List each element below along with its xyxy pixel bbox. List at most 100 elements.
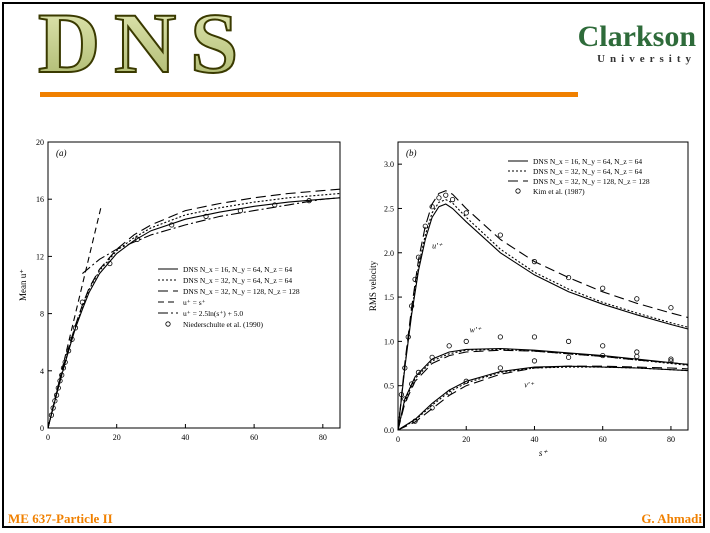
legend-entry: u⁺ = 2.5ln(s⁺) + 5.0 [183, 309, 243, 318]
data-point [72, 325, 79, 331]
x-tick-label: 40 [530, 435, 538, 444]
data-point [634, 296, 640, 302]
x-tick-label: 80 [667, 435, 675, 444]
series-line [397, 365, 689, 431]
y-tick-label: 8 [40, 310, 44, 319]
data-point [55, 385, 61, 391]
data-point [169, 222, 175, 228]
y-axis-label: Mean u⁺ [18, 269, 28, 301]
panel-label: (b) [406, 148, 417, 158]
x-tick-label: 60 [250, 433, 258, 442]
data-point [405, 334, 411, 340]
legend-entry: Kim et al. (1987) [533, 187, 585, 196]
legend-entry: DNS N_x = 16, N_y = 64, N_z = 64 [183, 265, 292, 274]
accent-rule [40, 92, 578, 97]
data-point [412, 418, 418, 424]
y-tick-label: 16 [36, 195, 44, 204]
slide-frame [2, 2, 705, 528]
data-point [634, 349, 640, 355]
data-point [565, 354, 572, 360]
data-point [565, 338, 572, 344]
y-tick-label: 2.5 [384, 204, 394, 213]
data-point [429, 354, 435, 360]
legend-entry: DNS N_x = 32, N_y = 128, N_z = 128 [183, 287, 300, 296]
series-line [397, 348, 689, 431]
data-point [69, 336, 75, 342]
footer-author: G. Ahmadi [641, 511, 702, 526]
y-tick-label: 1.5 [384, 293, 394, 302]
y-tick-label: 4 [40, 367, 44, 376]
x-tick-label: 40 [181, 433, 189, 442]
data-point [531, 334, 538, 340]
data-point [531, 358, 538, 364]
y-tick-label: 20 [36, 138, 44, 147]
annotation-w: w'⁺ [470, 326, 482, 335]
x-tick-label: 20 [462, 435, 470, 444]
data-point [668, 356, 674, 362]
x-axis-label: s⁺ [539, 448, 549, 458]
panel-label: (a) [56, 148, 67, 158]
x-tick-label: 20 [113, 433, 121, 442]
legend-marker [165, 321, 171, 327]
data-point [203, 213, 209, 219]
chart-mean-velocity: 0 20 40 60 80 0 4 8 12 16 20 Mean u⁺ (a) DNS N_x = 16… [18, 138, 341, 442]
series-line [47, 206, 102, 429]
plot-frame [47, 141, 341, 429]
series-line [47, 192, 341, 429]
data-point [398, 391, 405, 398]
data-point [59, 372, 65, 378]
legend-entry: u⁺ = s⁺ [183, 298, 206, 307]
data-point [237, 208, 243, 214]
y-axis-label: RMS velocity [368, 260, 378, 311]
y-tick-label: 0.5 [384, 382, 394, 391]
data-point [66, 348, 72, 354]
series-line [397, 203, 689, 431]
data-point [600, 343, 606, 349]
data-point [497, 365, 503, 371]
data-point [52, 398, 58, 404]
data-point [446, 390, 452, 396]
data-point [134, 236, 140, 242]
data-point [402, 396, 408, 402]
x-tick-label: 80 [319, 433, 327, 442]
x-tick-label: 60 [599, 435, 607, 444]
series-line [397, 190, 689, 431]
y-tick-label: 0.0 [384, 426, 394, 435]
data-point [48, 412, 55, 418]
x-tick-label: 0 [396, 435, 400, 444]
plot-frame [397, 141, 689, 431]
slide-title: DNS [37, 2, 239, 82]
data-point [306, 198, 312, 204]
data-point [57, 378, 63, 384]
data-point [497, 334, 503, 340]
data-point [449, 197, 456, 203]
data-point [565, 274, 572, 281]
legend-entry: Niederschulte et al. (1990) [183, 320, 263, 329]
logo-name: Clarkson [577, 20, 696, 53]
data-point [531, 259, 538, 265]
data-point [429, 204, 435, 210]
legend-entry: DNS N_x = 32, N_y = 128, N_z = 128 [533, 177, 650, 186]
data-point [422, 223, 428, 229]
legend-entry: DNS N_x = 16, N_y = 64, N_z = 64 [533, 157, 642, 166]
y-tick-label: 2.0 [384, 249, 394, 258]
annotation-u: u'⁺ [432, 241, 443, 250]
data-point [436, 195, 442, 201]
chart-rms-velocity: 0 20 40 60 80 0.0 0.5 1.0 1.5 2.0 2.5 3.0 RMS veloci… [368, 141, 689, 458]
data-point [79, 299, 85, 305]
legend-marker [515, 188, 521, 194]
data-point [412, 276, 418, 282]
data-point [429, 405, 435, 411]
series-line [397, 347, 689, 431]
logo-subtitle: University [597, 53, 696, 65]
data-point [497, 232, 503, 238]
data-point [409, 381, 415, 387]
y-tick-label: 12 [36, 252, 44, 261]
series-line [47, 197, 341, 429]
data-point [668, 358, 674, 364]
data-point [415, 254, 422, 260]
data-point [402, 365, 408, 371]
annotation-v: v'⁺ [524, 380, 534, 389]
data-point [668, 305, 674, 311]
y-tick-label: 3.0 [384, 160, 394, 169]
